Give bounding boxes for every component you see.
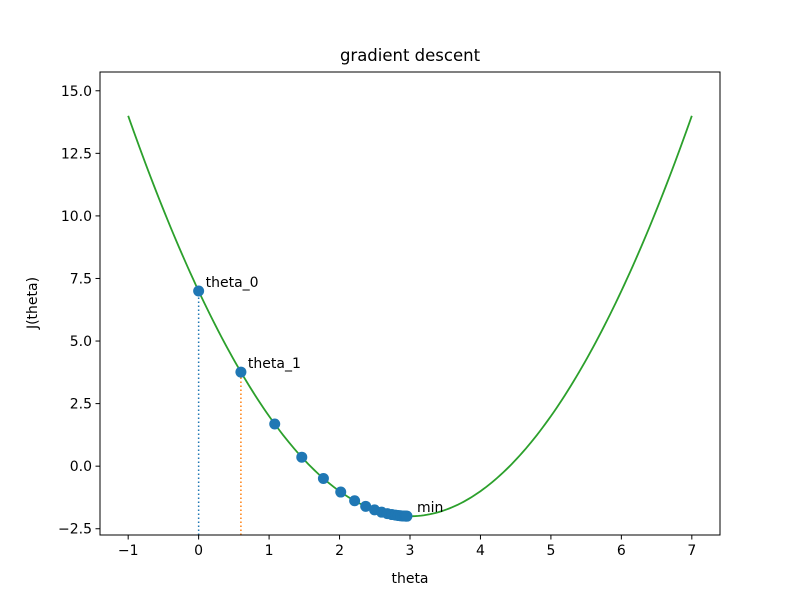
descent-point [349, 495, 361, 507]
plot-area [127, 115, 693, 535]
annotation-min: min [417, 500, 443, 516]
y-tick-label: −2.5 [58, 522, 92, 538]
x-tick-label: −1 [118, 543, 139, 559]
descent-point [401, 510, 413, 522]
annotation-theta-1: theta_1 [248, 356, 301, 372]
x-axis-label: theta [391, 571, 428, 587]
y-tick-label: 5.0 [70, 334, 92, 350]
x-tick-label: 0 [194, 543, 203, 559]
x-tick-label: 5 [546, 543, 555, 559]
x-tick-label: 6 [617, 543, 626, 559]
y-axis-label: J(theta) [25, 277, 41, 330]
x-tick-label: 3 [406, 543, 415, 559]
x-tick-label: 4 [476, 543, 485, 559]
annotation-theta-0: theta_0 [206, 275, 259, 291]
x-tick-label: 7 [687, 543, 696, 559]
y-tick-label: 15.0 [61, 84, 92, 100]
x-tick-label: 1 [265, 543, 274, 559]
descent-point [317, 472, 329, 484]
y-tick-label: 2.5 [70, 397, 92, 413]
chart-title: gradient descent [340, 46, 481, 65]
descent-point [193, 285, 205, 297]
y-tick-label: 0.0 [70, 459, 92, 475]
x-axis: −1 0 1 2 3 4 5 6 7 [118, 535, 696, 559]
y-tick-label: 7.5 [70, 271, 92, 287]
descent-point [335, 486, 347, 498]
y-tick-label: 12.5 [61, 146, 92, 162]
descent-point [269, 418, 281, 430]
descent-point [296, 451, 308, 463]
descent-point [235, 366, 247, 378]
x-tick-label: 2 [335, 543, 344, 559]
descent-point [360, 500, 372, 512]
y-tick-label: 10.0 [61, 209, 92, 225]
y-axis: −2.5 0.0 2.5 5.0 7.5 10.0 12.5 15.0 [58, 84, 100, 538]
